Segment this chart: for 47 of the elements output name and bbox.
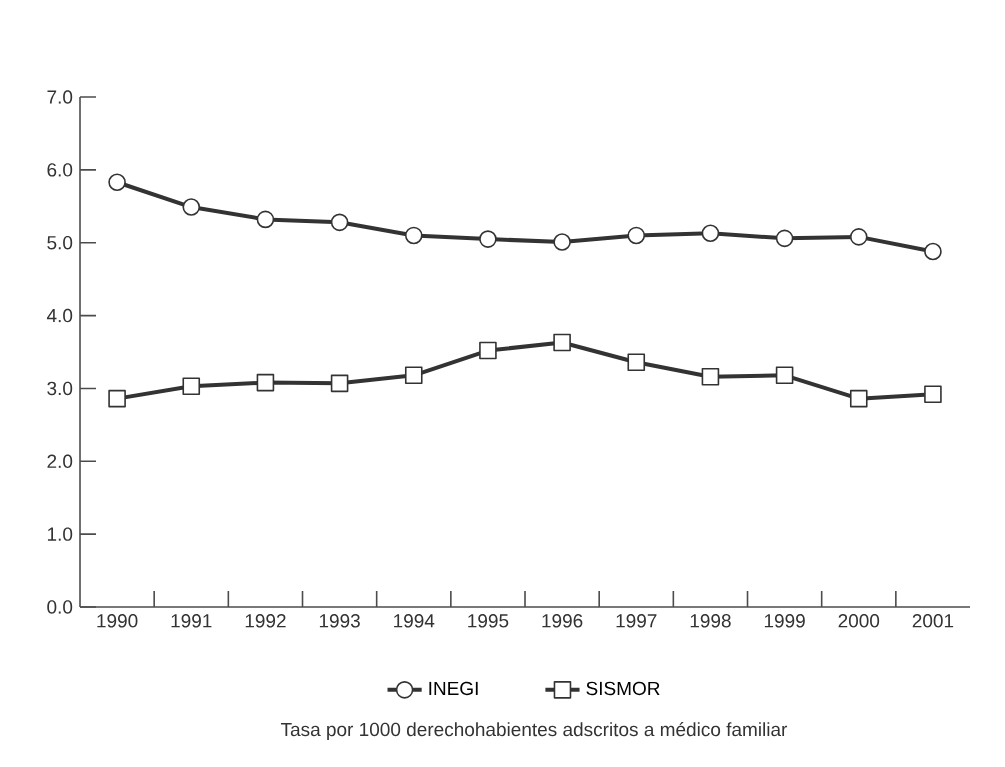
point xyxy=(479,230,497,248)
point xyxy=(256,373,275,392)
text: Tasa por 1000 derechohabientes adscritos a médico familiar xyxy=(280,722,788,740)
point xyxy=(256,210,275,229)
x-tick-label: 2000 xyxy=(838,614,880,628)
x-tick-label: 1991 xyxy=(171,614,212,628)
x-tick-label: 2001 xyxy=(912,614,954,628)
x-tick-label: 1995 xyxy=(468,614,509,628)
point xyxy=(701,224,720,243)
y-tick-label: 4.0 xyxy=(46,308,73,323)
point xyxy=(627,226,646,245)
legend-label: SISMOR xyxy=(586,681,660,696)
point xyxy=(701,367,720,386)
x-tick-label: 1996 xyxy=(542,614,583,628)
point xyxy=(849,389,868,408)
x-tick-label: 1999 xyxy=(764,614,805,628)
point xyxy=(404,366,423,385)
point xyxy=(775,366,794,385)
y-tick-label: 3.0 xyxy=(47,381,73,396)
point xyxy=(924,242,942,261)
point xyxy=(627,353,646,372)
point xyxy=(108,389,126,408)
y-tick-label: 2.0 xyxy=(47,454,73,469)
x-tick-label: 1990 xyxy=(97,614,138,628)
point xyxy=(553,333,571,352)
x-tick-label: 1997 xyxy=(616,614,657,628)
point xyxy=(182,377,201,396)
point xyxy=(849,228,868,246)
y-tick-label: 1.0 xyxy=(47,527,73,541)
x-tick-label: 1994 xyxy=(394,614,435,628)
x-tick-label: 1993 xyxy=(319,614,360,628)
point xyxy=(330,374,349,393)
x-tick-label: 1998 xyxy=(690,614,731,628)
point xyxy=(479,341,497,360)
legend-label: INEGI xyxy=(429,681,478,696)
point xyxy=(404,226,423,245)
y-tick-label: 7.0 xyxy=(47,90,73,104)
y-tick-label: 6.0 xyxy=(47,163,73,177)
point xyxy=(182,198,201,216)
point xyxy=(924,385,942,404)
point xyxy=(553,233,571,251)
point xyxy=(775,229,794,248)
y-tick-label: 0.0 xyxy=(47,600,73,614)
point xyxy=(108,173,126,192)
point xyxy=(330,213,349,232)
x-tick-label: 1992 xyxy=(245,614,286,628)
y-tick-label: 5.0 xyxy=(47,236,73,250)
